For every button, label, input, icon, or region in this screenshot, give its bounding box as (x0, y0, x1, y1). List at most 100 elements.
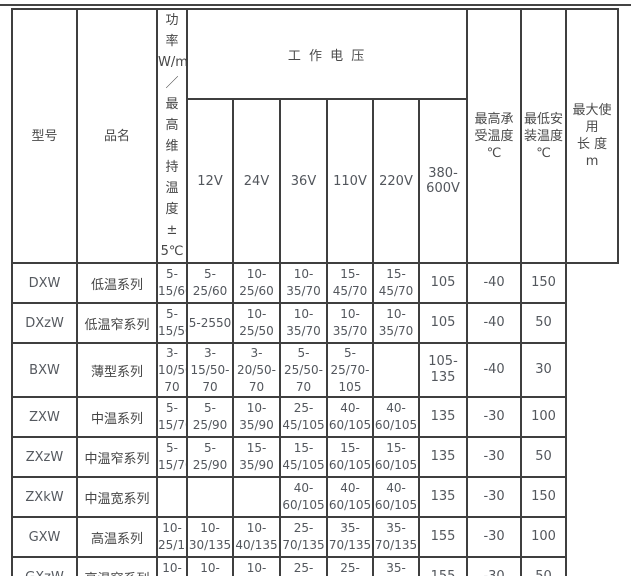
max-temp-cell: 135 (417, 476, 469, 518)
header-voltage-220v: 220V (372, 98, 420, 264)
header-min-install-temp: 最低安 装温度 ℃ (520, 8, 568, 264)
max-length-cell: 50 (520, 436, 568, 478)
voltage-value-cell: 40- 60/105 (279, 476, 328, 518)
voltage-value-cell: 40- 60/105 (372, 476, 420, 518)
voltage-value-cell: 3- 15/50- 70 (186, 342, 234, 398)
voltage-value-cell: 10- 25/50 (232, 302, 281, 344)
header-max-length: 最大使用 长 度 m (565, 8, 620, 264)
min-install-temp-cell: -30 (466, 436, 523, 478)
min-install-temp-cell: -30 (466, 556, 523, 576)
voltage-value-cell: 40- 60/105 (372, 396, 420, 438)
heating-cable-spec-table: 型号 品名 功 率 W/m ／ 最 高 维 持 温 度 ± 5℃ 工 作 电 压… (11, 7, 620, 576)
voltage-value-cell: 25- 50/135 (279, 556, 328, 576)
max-length-cell: 150 (520, 262, 568, 304)
name-cell: 低温窄系列 (76, 302, 158, 344)
model-cell: BXW (11, 342, 78, 398)
voltage-value-cell: 5- 25/60 (186, 262, 234, 304)
voltage-value-cell: 35- 70/135 (372, 516, 420, 558)
voltage-value-cell: 35- 70/135 (326, 516, 374, 558)
voltage-value-cell: 5- 25/70- 105 (326, 342, 374, 398)
voltage-value-cell: 10- 25/135 (156, 556, 188, 576)
model-cell: DXW (11, 262, 78, 304)
voltage-value-cell: 5- 25/90 (186, 396, 234, 438)
model-cell: ZXW (11, 396, 78, 438)
max-length-cell: 50 (520, 302, 568, 344)
max-length-cell: 100 (520, 516, 568, 558)
header-voltage-24v: 24V (232, 98, 281, 264)
model-cell: ZXkW (11, 476, 78, 518)
name-cell: 高温系列 (76, 516, 158, 558)
voltage-value-cell: 15- 45/105 (279, 436, 328, 478)
voltage-value-cell: 10- 30/135 (186, 556, 234, 576)
voltage-value-cell: 10- 35/70 (279, 262, 328, 304)
voltage-value-cell: 3- 10/50- 70 (156, 342, 188, 398)
voltage-value-cell: 35- 70/135 (372, 556, 420, 576)
voltage-value-cell: 5- 15/50 (156, 302, 188, 344)
voltage-value-cell: 10- 25/60 (232, 262, 281, 304)
max-temp-cell: 135 (417, 436, 469, 478)
voltage-value-cell: 15- 45/70 (372, 262, 420, 304)
voltage-value-cell: 15- 35/90 (232, 436, 281, 478)
max-temp-cell: 105 (417, 302, 469, 344)
max-temp-cell: 155 (417, 556, 469, 576)
model-cell: GXzW (11, 556, 78, 576)
max-length-cell: 50 (520, 556, 568, 576)
header-row-voltages: 12V 24V 36V 110V 220V 380- 600V (12, 98, 618, 264)
top-horizontal-rule (0, 4, 631, 6)
header-row-group: 型号 品名 功 率 W/m ／ 最 高 维 持 温 度 ± 5℃ 工 作 电 压… (11, 7, 620, 264)
max-temp-cell: 105- 135 (417, 342, 469, 398)
max-length-cell: 150 (520, 476, 568, 518)
header-power-vertical: 功 率 W/m ／ 最 高 维 持 温 度 ± 5℃ (156, 8, 188, 264)
voltage-value-cell (156, 476, 188, 518)
header-working-voltage-group: 工 作 电 压 (185, 7, 469, 101)
name-cell: 中温宽系列 (76, 476, 158, 518)
min-install-temp-cell: -30 (466, 476, 523, 518)
voltage-value-cell: 5- 15/70 (156, 436, 188, 478)
voltage-value-cell: 10- 35/70 (326, 302, 374, 344)
voltage-value-cell (186, 476, 234, 518)
model-cell: DXzW (11, 302, 78, 344)
model-cell: GXW (11, 516, 78, 558)
voltage-value-cell (372, 342, 420, 398)
min-install-temp-cell: -30 (466, 516, 523, 558)
header-max-withstand-temp: 最高承 受温度 ℃ (466, 8, 523, 264)
name-cell: 低温系列 (76, 262, 158, 304)
table-header: 型号 品名 功 率 W/m ／ 最 高 维 持 温 度 ± 5℃ 工 作 电 压… (11, 7, 620, 264)
voltage-value-cell: 15- 45/70 (326, 262, 374, 304)
min-install-temp-cell: -40 (466, 262, 523, 304)
max-temp-cell: 105 (417, 262, 469, 304)
max-length-cell: 30 (520, 342, 568, 398)
voltage-value-cell: 5- 25/50- 70 (279, 342, 328, 398)
header-model: 型号 (11, 8, 78, 264)
table-row: ZXkW 中温宽系列 40- 60/105 40- 60/105 40- 60/105 1… (11, 476, 618, 518)
name-cell: 高温窄系列 (76, 556, 158, 576)
voltage-value-cell: 40- 60/105 (326, 476, 374, 518)
header-voltage-36v: 36V (279, 98, 328, 264)
voltage-value-cell: 5- 15/70 (156, 396, 188, 438)
voltage-value-cell: 40- 60/105 (326, 396, 374, 438)
name-cell: 中温窄系列 (76, 436, 158, 478)
voltage-value-cell: 10- 40/135 (232, 516, 281, 558)
name-cell: 薄型系列 (76, 342, 158, 398)
name-cell: 中温系列 (76, 396, 158, 438)
max-temp-cell: 135 (417, 396, 469, 438)
voltage-value-cell: 5- 15/60 (156, 262, 188, 304)
max-length-cell: 100 (520, 396, 568, 438)
voltage-value-cell: 10- 40/135 (232, 556, 281, 576)
voltage-value-cell (232, 476, 281, 518)
voltage-value-cell: 10- 35/70 (279, 302, 328, 344)
min-install-temp-cell: -40 (466, 302, 523, 344)
voltage-value-cell: 5-2550 (186, 302, 234, 344)
min-install-temp-cell: -40 (466, 342, 523, 398)
voltage-value-cell: 10- 35/70 (372, 302, 420, 344)
voltage-value-cell: 10- 35/90 (232, 396, 281, 438)
voltage-value-cell: 5- 25/90 (186, 436, 234, 478)
voltage-value-cell: 10- 30/135 (186, 516, 234, 558)
